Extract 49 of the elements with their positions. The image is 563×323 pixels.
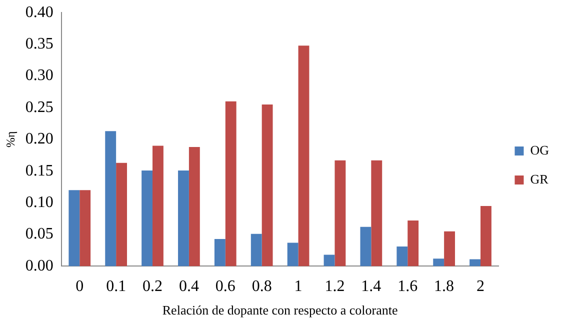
y-tick-label: 0.35 <box>25 36 54 53</box>
y-tick-label: 0.05 <box>25 226 54 243</box>
bar <box>105 131 116 266</box>
bar <box>142 170 153 266</box>
x-axis-title: Relación de dopante con respecto a colorante <box>162 302 398 318</box>
bar <box>396 246 408 266</box>
x-tick-label: 0.4 <box>178 278 199 296</box>
x-tick-label: 1.6 <box>398 278 418 296</box>
x-tick-label: 0.2 <box>142 278 163 296</box>
x-tick-label: 1.4 <box>361 278 382 296</box>
y-tick-label: 0.15 <box>25 162 54 180</box>
bar <box>188 147 200 266</box>
bar <box>287 242 298 266</box>
bar <box>371 160 382 266</box>
bar <box>470 259 480 266</box>
y-axis-title: %η <box>3 131 18 148</box>
x-tick-label: 0.1 <box>106 278 126 296</box>
y-tick-label: 0.40 <box>25 4 54 21</box>
bar <box>116 162 127 266</box>
bar <box>68 190 80 266</box>
bar <box>334 160 346 266</box>
legend-label: GR <box>530 171 549 186</box>
x-tick-label: 0.8 <box>252 278 272 296</box>
bar <box>433 258 444 266</box>
bar <box>225 101 236 266</box>
y-tick-label: 0.10 <box>25 194 54 212</box>
bar <box>214 238 226 266</box>
bar <box>80 190 91 266</box>
bar <box>408 220 419 266</box>
y-tick-label: 0.30 <box>25 67 54 84</box>
x-tick-label: 2 <box>476 278 484 296</box>
bar <box>152 146 164 266</box>
bar <box>360 226 372 266</box>
x-tick-label: 1 <box>294 278 302 296</box>
x-tick-label: 1.2 <box>324 278 345 296</box>
y-tick-label: 0.25 <box>25 98 54 116</box>
bar <box>480 206 492 266</box>
y-tick-label: 0.00 <box>25 257 54 274</box>
bar <box>444 231 455 266</box>
legend-label: OG <box>530 142 550 158</box>
x-tick-label: 0 <box>76 278 84 296</box>
bar <box>250 234 262 266</box>
bar <box>324 254 335 266</box>
bar <box>298 46 310 266</box>
x-tick-label: 0.6 <box>215 278 236 296</box>
y-tick-label: 0.20 <box>25 130 54 148</box>
x-tick-label: 1.8 <box>434 278 454 296</box>
bar <box>178 170 189 266</box>
bar <box>262 104 273 266</box>
